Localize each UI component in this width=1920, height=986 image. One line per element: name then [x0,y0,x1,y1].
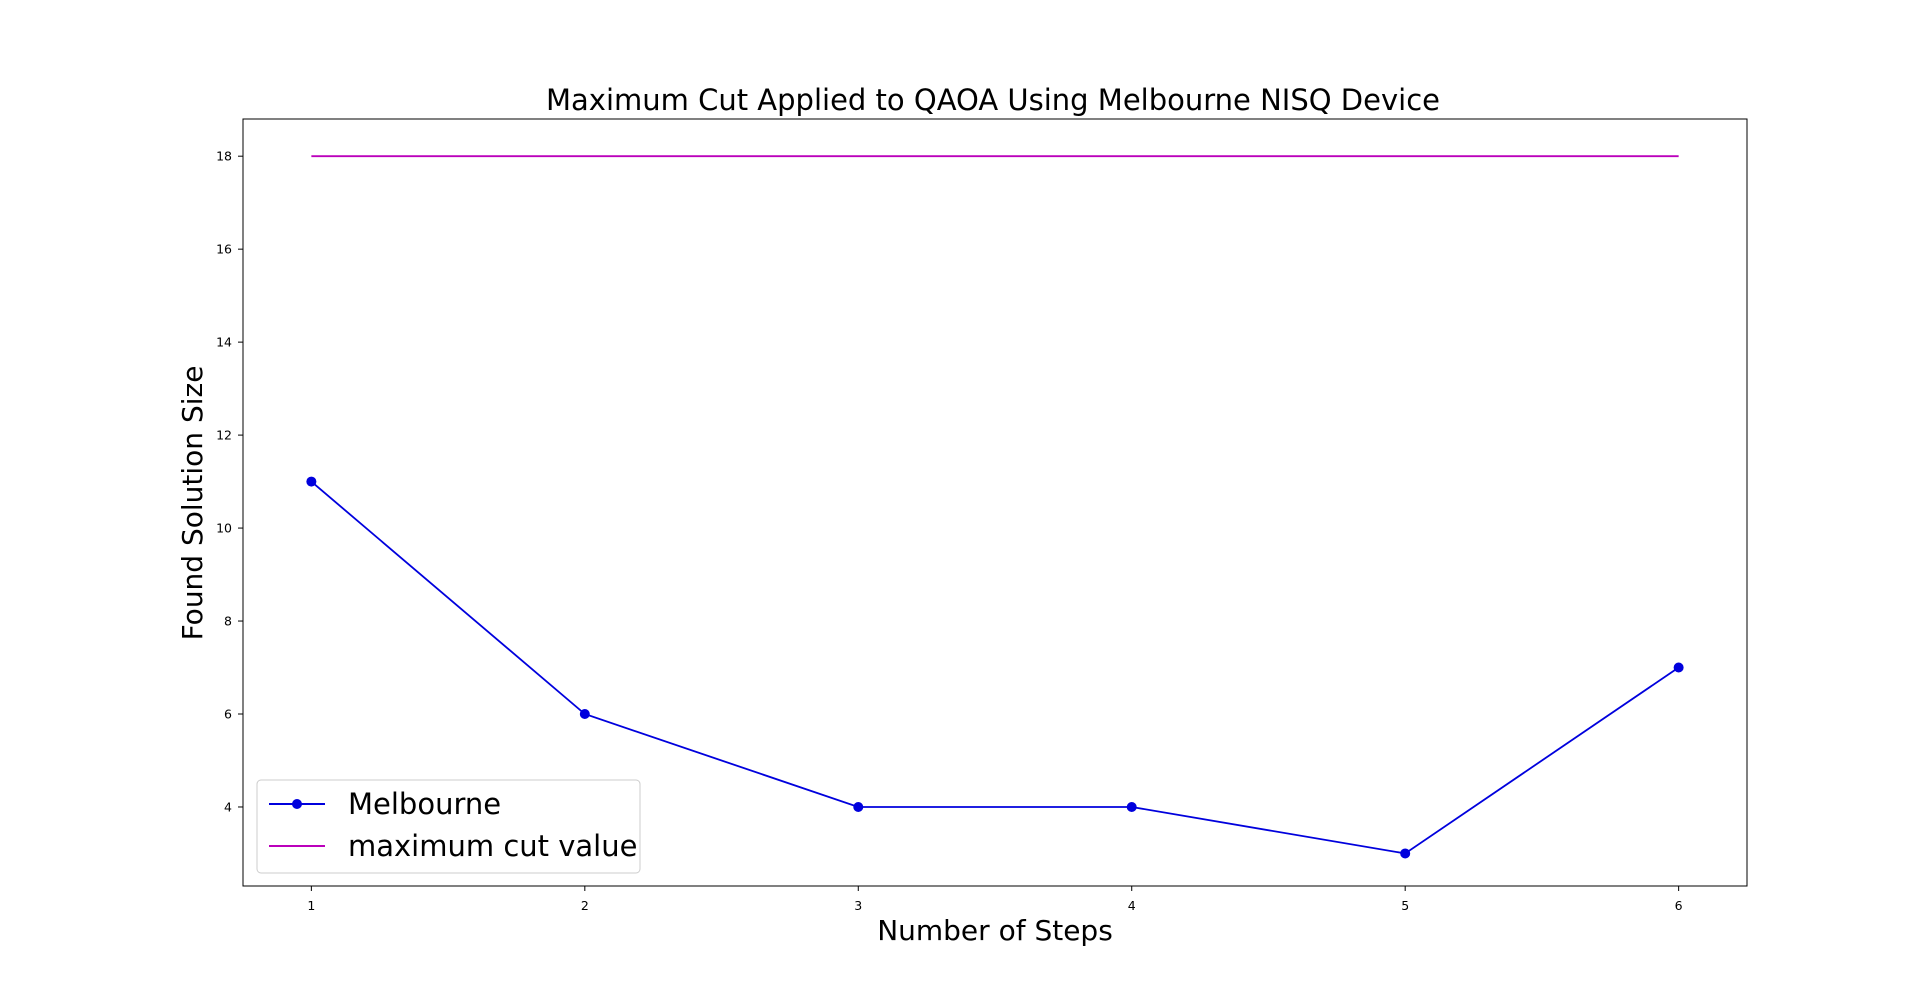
y-tick-label: 18 [216,149,232,164]
y-tick-label: 4 [224,799,232,814]
y-tick-label: 14 [216,335,232,350]
y-tick-label: 10 [216,521,232,536]
legend: Melbourne maximum cut value [256,779,641,874]
y-axis-ticks: 4 6 8 10 12 14 16 18 [216,149,243,814]
data-point-melbourne [853,801,864,812]
plot-frame [242,118,1748,887]
x-tick-label: 6 [1675,898,1683,913]
legend-label-melbourne: Melbourne [348,787,501,821]
x-tick-label: 2 [581,898,589,913]
data-point-melbourne [306,476,317,487]
x-tick-label: 1 [307,898,315,913]
y-tick-label: 6 [224,707,232,722]
plot-content [306,155,1684,859]
x-axis-title: Number of Steps [877,914,1113,947]
series-line-melbourne [310,480,1680,855]
legend-marker-melbourne [292,799,302,809]
data-point-melbourne [1673,662,1684,673]
data-point-melbourne [579,709,590,720]
y-tick-label: 8 [224,614,232,629]
data-point-melbourne [1400,848,1411,859]
x-tick-label: 4 [1128,898,1136,913]
legend-label-maximum-cut-value: maximum cut value [348,829,637,863]
x-tick-label: 5 [1401,898,1409,913]
chart-title: Maximum Cut Applied to QAOA Using Melbou… [546,83,1440,117]
x-axis-ticks: 1 2 3 4 5 6 [307,886,1683,913]
x-tick-label: 3 [854,898,862,913]
data-point-melbourne [1126,801,1137,812]
y-tick-label: 16 [216,242,232,257]
legend-frame [256,779,641,874]
y-axis-title: Found Solution Size [176,366,209,641]
y-tick-label: 12 [216,428,232,443]
